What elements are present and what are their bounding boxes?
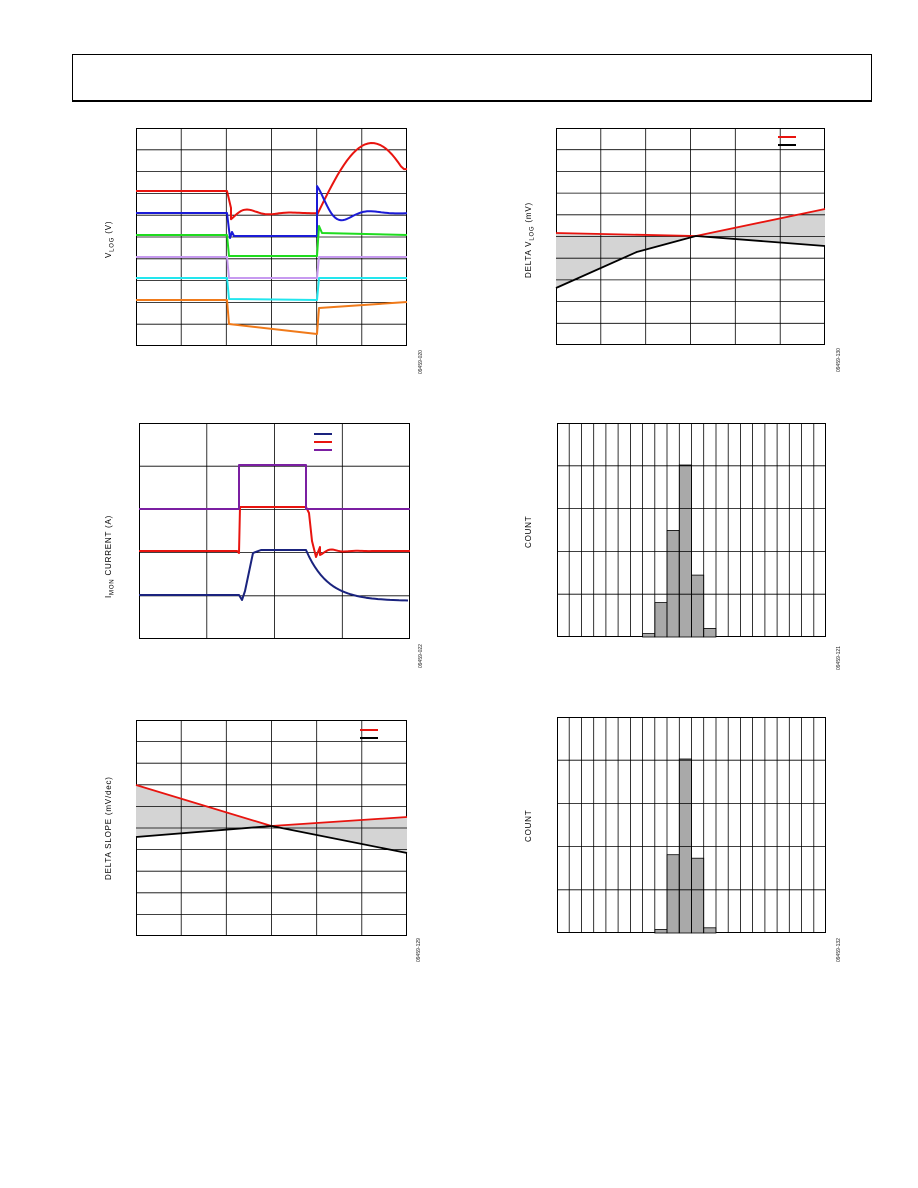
series-line-lavender	[136, 256, 407, 279]
chart-svg	[139, 423, 410, 639]
chart-svg	[555, 128, 826, 345]
figure-id: 09459-022	[418, 644, 424, 668]
series-line-black	[555, 235, 826, 289]
figure-id: 09459-129	[416, 938, 422, 962]
figure-id: 09459-130	[836, 348, 842, 372]
plot-area	[557, 717, 826, 934]
legend	[314, 433, 332, 451]
grid	[136, 128, 407, 346]
y-axis-label: DELTA SLOPE (mV/dec)	[104, 776, 113, 880]
y-axis-label: COUNT	[524, 515, 533, 548]
y-axis-label: IMON CURRENT (A)	[104, 514, 116, 598]
series-line-cyan	[136, 277, 407, 301]
plot-area	[557, 423, 826, 638]
shaded-band	[556, 209, 825, 288]
histogram-bar	[654, 602, 668, 638]
histogram-bar	[642, 633, 656, 638]
histogram-bar	[678, 758, 692, 934]
histogram-bar	[666, 530, 680, 638]
grid	[139, 423, 410, 639]
chart-svg	[135, 720, 408, 936]
grid	[557, 423, 826, 637]
plot-area	[555, 128, 826, 345]
series-line-red	[136, 142, 407, 221]
plot-area	[136, 128, 408, 346]
series-line-orange	[136, 299, 408, 335]
series-line-blue	[136, 185, 407, 239]
grid	[136, 720, 407, 936]
series-line-navy	[139, 549, 409, 602]
grid	[557, 717, 826, 933]
grid	[556, 128, 825, 345]
histogram-bar	[654, 929, 668, 934]
y-axis-label: COUNT	[524, 809, 533, 842]
plot-area	[139, 423, 410, 639]
histogram-bar	[691, 857, 705, 934]
y-axis-label: DELTA VLOG (mV)	[524, 202, 536, 278]
series-line-black	[135, 825, 408, 854]
shaded-band	[136, 785, 407, 853]
histogram-bar	[691, 574, 705, 638]
series-line-green	[136, 225, 408, 257]
chart-svg	[136, 128, 408, 346]
figure-id: 09459-020	[418, 350, 424, 374]
histogram-bar	[703, 927, 717, 934]
figure-id: 09459-121	[836, 646, 842, 670]
figure-id: 09459-132	[836, 938, 842, 962]
plot-area	[135, 720, 408, 936]
legend	[360, 729, 378, 739]
series-line-purple	[139, 464, 410, 510]
page-header-box	[72, 54, 872, 102]
chart-svg	[557, 717, 826, 934]
series-line-red	[139, 506, 410, 558]
histogram-bar	[666, 854, 680, 934]
chart-svg	[557, 423, 826, 638]
histogram-bar	[703, 627, 717, 638]
y-axis-label: VLOG (V)	[104, 220, 116, 258]
legend	[778, 136, 796, 146]
